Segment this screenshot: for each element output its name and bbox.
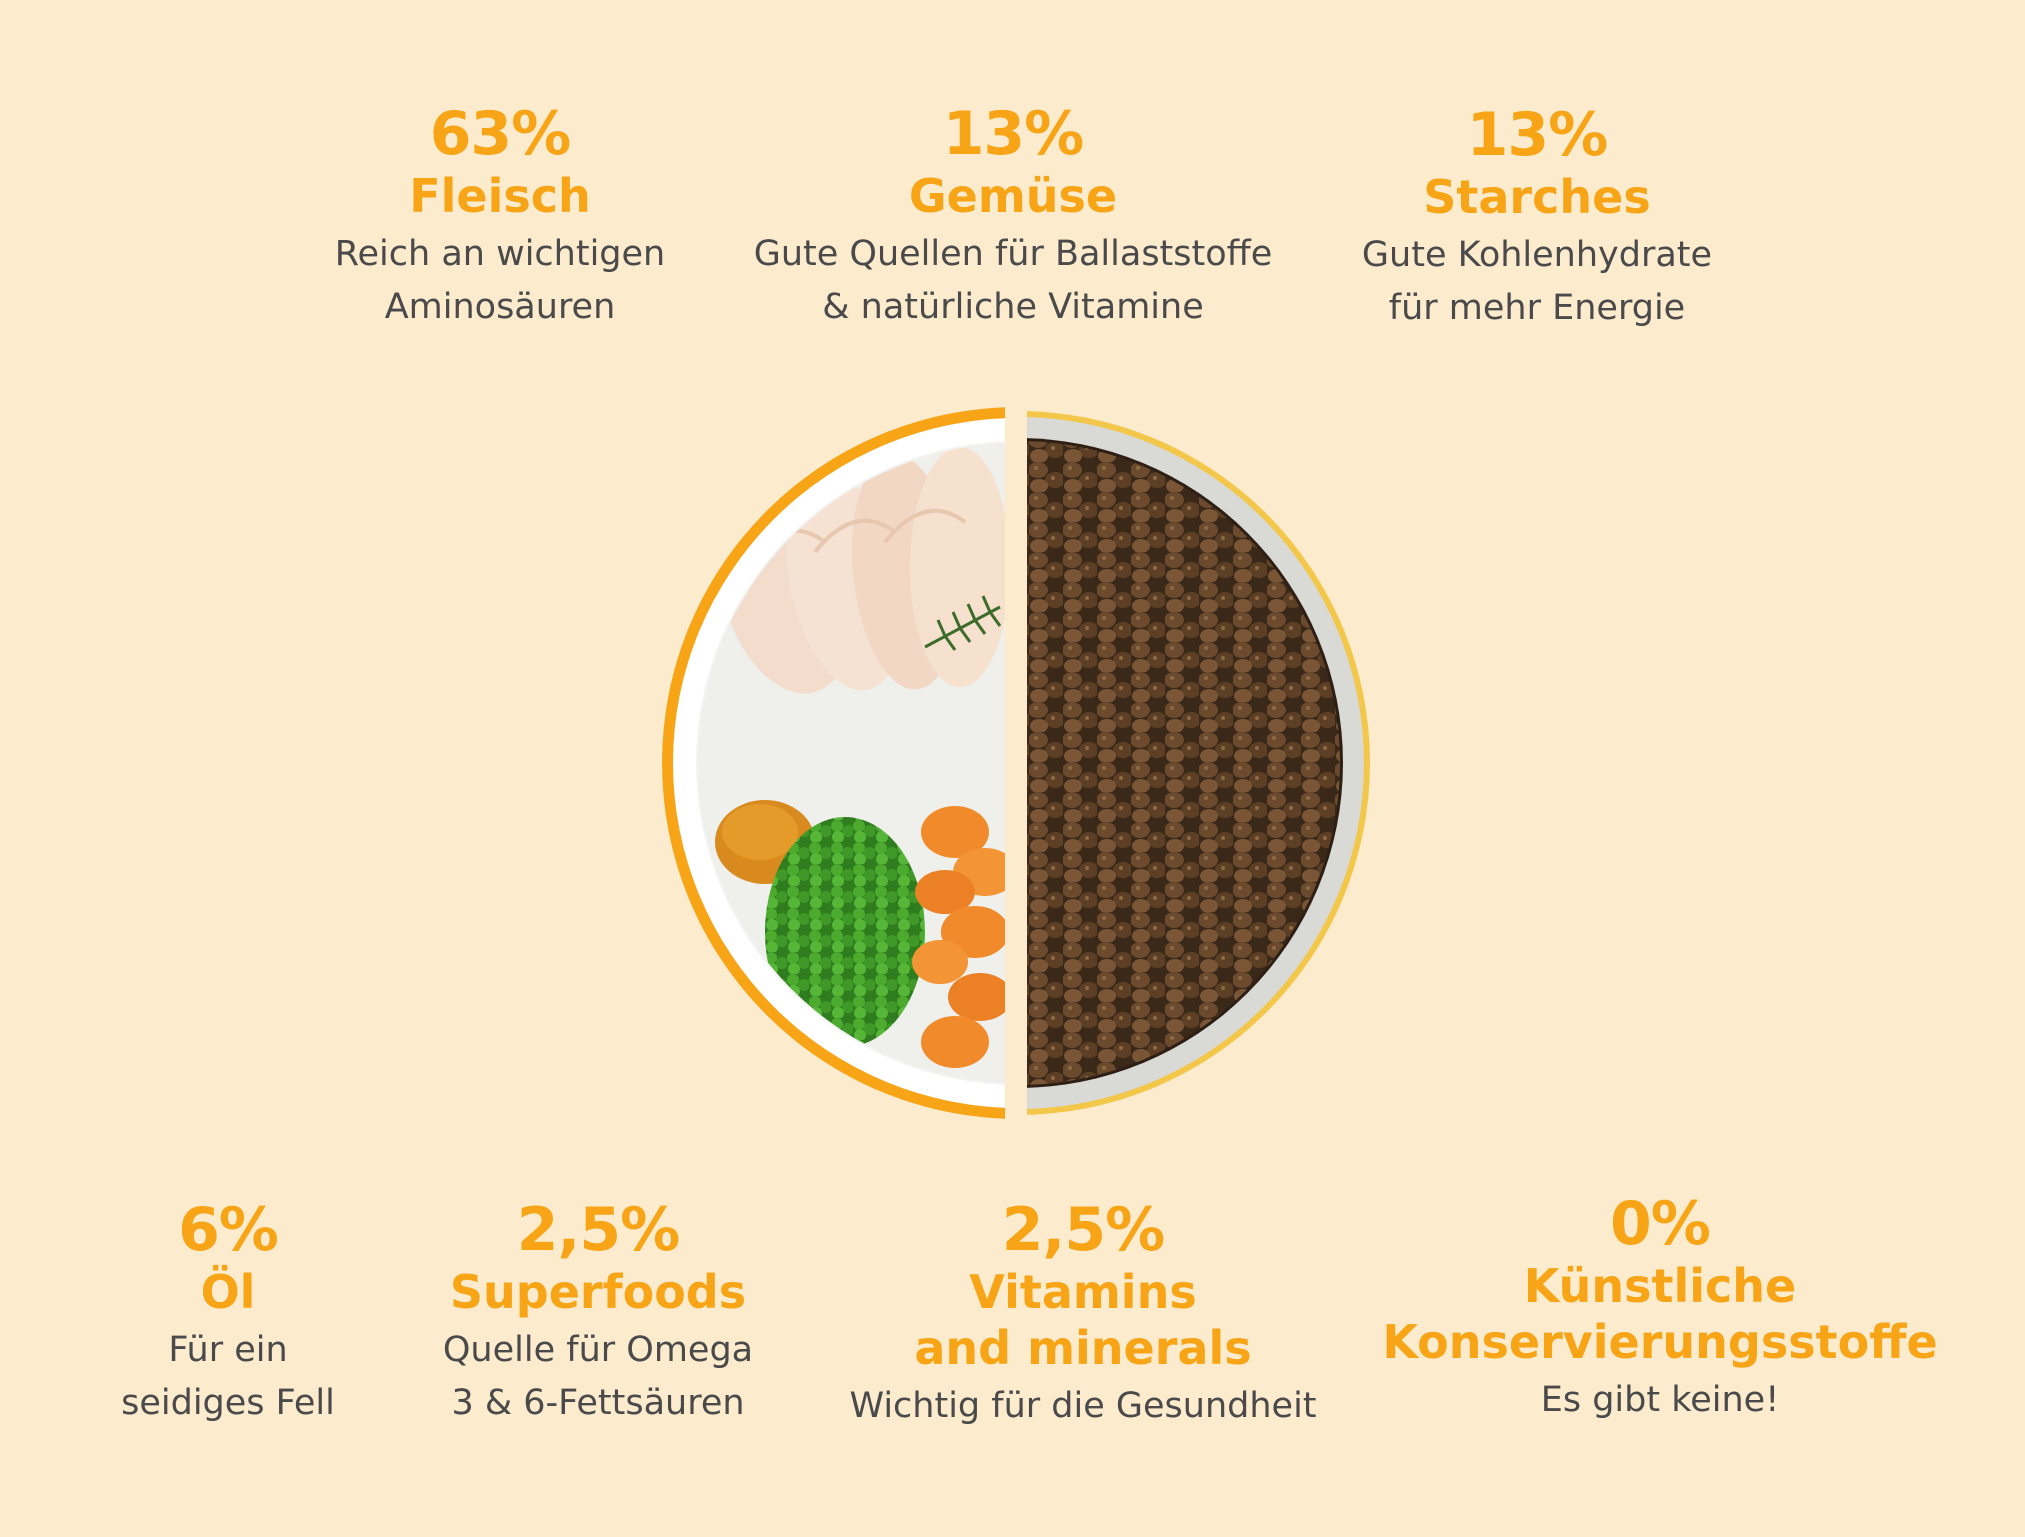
stat-description-line: für mehr Energie [1388,288,1686,328]
herb-sprig-icon [924,595,1002,651]
stat-vegetables: 13% Gemüse Gute Quellen für Ballaststoff… [754,100,1273,334]
kibble-half [1027,411,1370,1115]
stat-title: Gemüse [908,169,1118,223]
stat-description-line: seidiges Fell [121,1383,335,1423]
stat-percent: 13% [1466,100,1609,170]
stat-title-line: and minerals [914,1321,1252,1375]
stat-description-line: Reich an wichtigen [334,234,666,274]
stat-title: Fleisch [409,169,591,223]
stat-title: Superfoods [449,1265,747,1319]
stat-meat: 63% Fleisch Reich an wichtigen Aminosäur… [335,100,665,334]
stat-description-line: Gute Kohlenhydrate [1361,235,1713,275]
stat-title: Starches [1423,170,1651,224]
stat-percent: 2,5% [1001,1195,1165,1265]
stat-starches: 13% Starches Gute Kohlenhydrate für mehr… [1362,101,1712,335]
stat-title-line: Künstliche [1523,1259,1797,1313]
stat-description-line: Für ein [168,1330,288,1370]
stat-description-line: 3 & 6-Fettsäuren [451,1383,745,1423]
stat-percent: 13% [942,99,1085,169]
stat-preservatives: 0% Künstliche Konservierungsstoffe Es gi… [1382,1190,1937,1427]
carrot-slices [912,806,1005,1068]
peas-pile [765,817,925,1047]
stat-description-line: Gute Quellen für Ballaststoffe [753,234,1273,274]
stat-description-line: Wichtig für die Gesundheit [849,1386,1317,1426]
stat-superfoods: 2,5% Superfoods Quelle für Omega 3 & 6-F… [443,1196,753,1430]
bowl-illustration [655,402,1405,1124]
bowl-image [662,402,1370,1124]
fresh-ingredients-half [662,407,1005,1119]
stat-description-line: Aminosäuren [384,287,616,327]
stat-description-line: Es gibt keine! [1540,1380,1780,1420]
stat-percent: 63% [429,99,572,169]
stat-title-line: Vitamins [969,1265,1197,1319]
stat-vitamins-minerals: 2,5% Vitamins and minerals Wichtig für d… [849,1196,1316,1433]
bowl-divider [1005,402,1027,1124]
stat-title: Öl [200,1265,256,1319]
stat-description-line: & natürliche Vitamine [822,287,1204,327]
stat-percent: 2,5% [516,1195,680,1265]
stat-title-line: Konservierungsstoffe [1382,1315,1938,1369]
stat-oil: 6% Öl Für ein seidiges Fell [121,1196,335,1430]
stat-description-line: Quelle für Omega [442,1330,754,1370]
stat-percent: 0% [1610,1189,1711,1259]
stat-percent: 6% [178,1195,279,1265]
